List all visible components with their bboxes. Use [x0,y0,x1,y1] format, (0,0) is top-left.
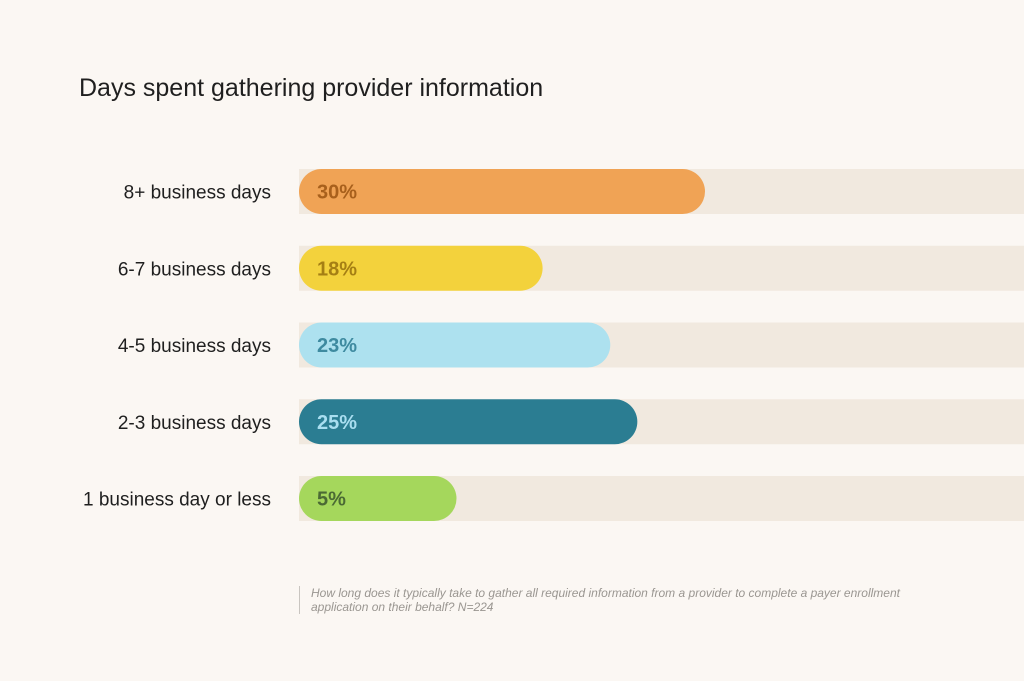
bar-row: 23% 4-5 business days [118,322,1024,368]
bar-row: 5% 1 business day or less [83,476,1024,521]
bar-value-label: 5% [317,489,346,511]
chart-title: Days spent gathering provider informatio… [79,74,544,102]
footnote: How long does it typically take to gathe… [299,586,931,614]
bar [299,476,457,521]
category-label: 2-3 business days [118,413,271,434]
category-label: 8+ business days [124,183,271,204]
category-label: 1 business day or less [83,490,271,511]
category-label: 6-7 business days [118,259,271,280]
bar-value-label: 18% [317,258,357,280]
bar-row: 25% 2-3 business days [118,399,1024,445]
bar [299,322,611,368]
bar-row: 18% 6-7 business days [118,245,1024,291]
bar [299,245,543,291]
bar-row: 30% 8+ business days [124,169,1024,214]
bar-value-label: 23% [317,335,357,357]
bar [299,399,638,445]
bar-value-label: 25% [317,412,357,434]
bar [299,169,705,214]
category-label: 4-5 business days [118,336,271,357]
bar-value-label: 30% [317,182,357,204]
